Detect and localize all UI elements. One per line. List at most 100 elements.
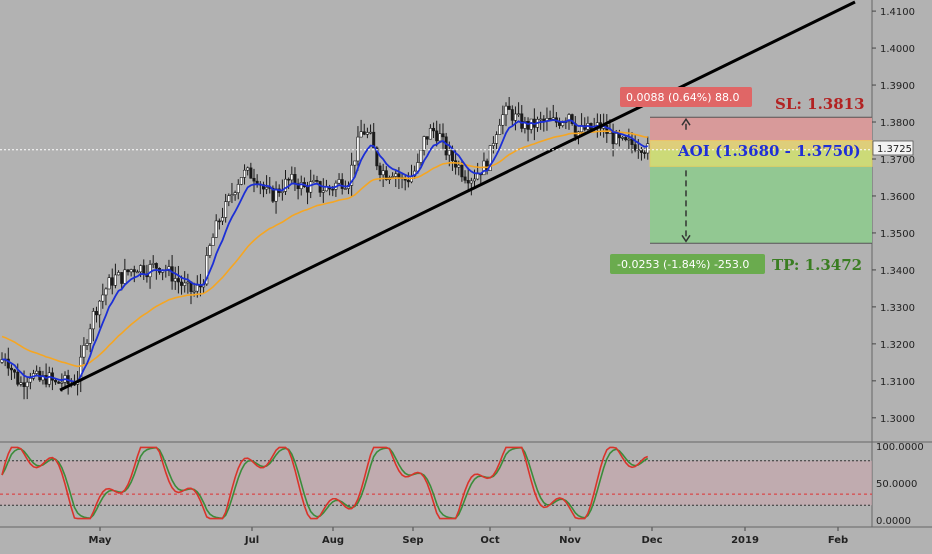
reward-info-box	[610, 254, 765, 274]
candle-body	[353, 160, 357, 166]
candle-body	[438, 133, 442, 142]
candle-body	[422, 136, 426, 151]
candle-body	[621, 137, 625, 139]
current-price-tag	[872, 140, 914, 156]
candle-body	[154, 263, 158, 269]
price-tick-label: 1.3700	[880, 155, 915, 166]
time-tick-label: Aug	[322, 535, 344, 546]
candle-body	[306, 186, 310, 193]
candle-body	[406, 179, 410, 183]
price-tick-label: 1.3800	[880, 118, 915, 129]
candle-body	[110, 277, 114, 286]
reward-arrow-head	[681, 234, 691, 243]
candle-body	[214, 220, 218, 238]
price-tick-label: 1.3300	[880, 303, 915, 314]
candle-body	[151, 263, 155, 265]
candle-body	[95, 311, 99, 316]
candle-body	[331, 188, 335, 191]
price-tick-label: 1.3400	[880, 266, 915, 277]
candle-body	[558, 121, 562, 126]
candle-body	[450, 150, 454, 161]
candle-body	[495, 134, 499, 144]
take-profit-label: TP: 1.3472	[772, 256, 862, 274]
time-tick-label: Jul	[244, 535, 259, 546]
ascending-trendline[interactable]	[59, 0, 856, 392]
candle-body	[221, 217, 225, 222]
candle-body	[35, 370, 39, 374]
candle-body	[243, 169, 247, 178]
candle-body	[186, 281, 190, 284]
candle-body	[384, 170, 388, 181]
time-tick-label: Dec	[641, 535, 662, 546]
candle-body	[447, 150, 451, 156]
candle-body	[107, 277, 111, 290]
risk-info-box	[620, 87, 752, 107]
candle-body	[283, 178, 287, 192]
candle-body	[548, 118, 552, 120]
candle-body	[236, 184, 240, 193]
candle-body	[60, 381, 64, 384]
candle-body	[274, 188, 278, 202]
candle-body	[507, 105, 511, 110]
candle-body	[523, 121, 527, 129]
reward-info-text: -0.0253 (-1.84%) -253.0	[617, 258, 749, 271]
price-axis[interactable]: 1.4100 1.4000 1.3900 1.3800 1.3700 1.3600 1.35…	[872, 7, 915, 425]
candle-body	[293, 174, 297, 184]
price-tick-label: 1.3900	[880, 81, 915, 92]
candle-body	[315, 180, 319, 182]
candle-body	[82, 345, 86, 358]
candle-body	[173, 278, 177, 282]
time-tick-label: Nov	[559, 535, 581, 546]
candle-body	[104, 288, 108, 296]
oscillator-tick-label: 50.0000	[876, 479, 917, 490]
candle-body	[176, 278, 180, 283]
oscillator-signal-line	[1, 446, 649, 520]
candle-body	[123, 269, 127, 284]
candle-body	[491, 143, 495, 146]
candle-body	[488, 145, 492, 171]
candle-body	[432, 128, 436, 132]
candle-body	[47, 372, 51, 385]
candle-body	[195, 285, 199, 292]
time-tick-label: Feb	[828, 535, 848, 546]
candle-body	[249, 167, 253, 179]
candle-body	[44, 375, 48, 385]
candle-body	[54, 379, 58, 383]
candle-body	[460, 164, 464, 178]
candle-body	[28, 378, 32, 383]
price-tick-label: 1.3200	[880, 340, 915, 351]
candle-body	[375, 147, 379, 167]
candle-body	[428, 128, 432, 140]
candle-body	[85, 343, 89, 346]
candle-body	[435, 130, 439, 142]
candle-body	[510, 109, 514, 121]
candle-body	[57, 381, 61, 384]
candle-body	[98, 300, 102, 316]
fast-moving-average-line	[1, 119, 648, 383]
oscillator-axis: 100.0000 50.0000 0.0000	[876, 442, 924, 527]
candle-body	[444, 136, 448, 156]
candle-body	[246, 167, 250, 171]
oscillator-band	[0, 460, 872, 506]
candle-body	[25, 381, 29, 387]
candle-body	[337, 179, 341, 184]
candle-body	[9, 367, 13, 371]
price-tick-label: 1.3100	[880, 377, 915, 388]
candle-body	[318, 181, 322, 193]
candle-body	[91, 311, 95, 330]
candle-body	[88, 328, 92, 344]
candle-body	[517, 113, 521, 116]
oscillator-main-line	[1, 446, 649, 520]
candle-body	[425, 136, 429, 140]
candle-body	[265, 187, 269, 190]
slow-moving-average-line	[1, 130, 648, 368]
candle-body	[472, 178, 476, 182]
candle-body	[605, 125, 609, 134]
candle-body	[643, 152, 647, 154]
candle-body	[287, 178, 291, 181]
candle-body	[441, 133, 445, 138]
candle-body	[469, 180, 473, 184]
candle-body	[217, 220, 221, 223]
time-axis[interactable]: May Jul Aug Sep Oct Nov Dec 2019 Feb	[0, 526, 932, 546]
